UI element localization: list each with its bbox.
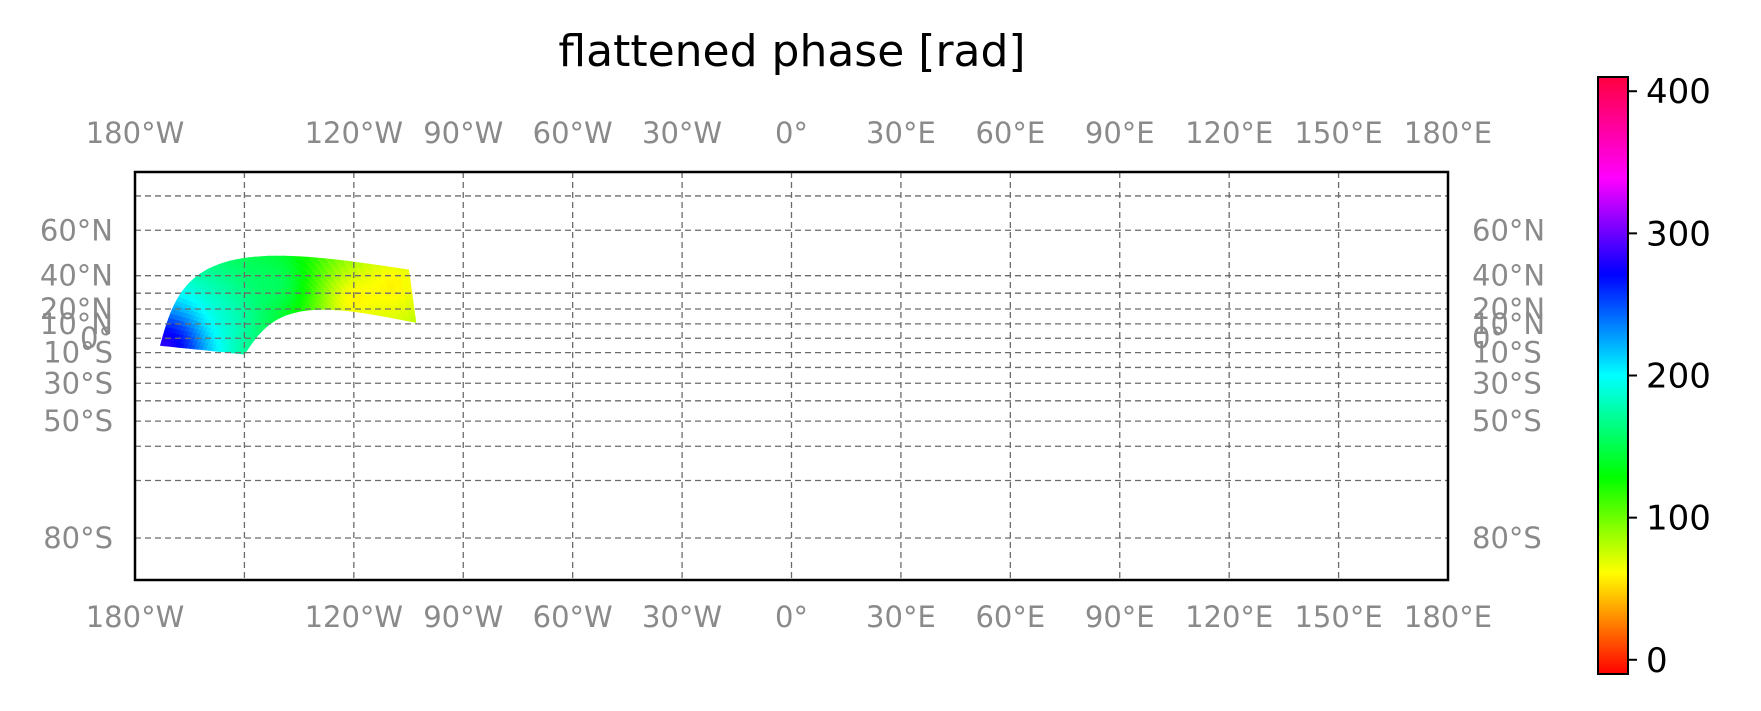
colorbar-tick-label: 400 [1646,72,1711,112]
longitude-label: 150°E [1294,116,1382,150]
longitude-label: 30°W [642,116,722,150]
colorbar-ticks: 0 100 200 300 400 [1628,72,1711,681]
longitude-label: 30°E [866,116,936,150]
phase-data-layer [159,255,417,355]
latitude-label: 0° [1472,321,1505,355]
latitude-label: 80°S [1472,521,1542,555]
longitude-label: 180°W [86,600,185,634]
latitude-label: 50°S [1472,404,1542,438]
colorbar-tick-label: 100 [1646,499,1711,539]
longitude-label: 120°E [1185,116,1273,150]
longitude-label: 180°W [86,116,185,150]
latitude-label: 10°N [40,307,113,341]
longitude-label: 90°W [423,600,503,634]
graticule [135,172,1448,580]
latitude-label: 20°N [40,292,113,326]
latitude-label: 30°S [1472,366,1542,400]
longitude-label: 120°E [1185,600,1273,634]
latitude-labels-left: 60°N 40°N20°N10°N0°10°S30°S 50°S 80°S [40,213,113,555]
longitude-label: 60°W [533,600,613,634]
phase-cell [409,318,417,323]
longitude-label: 90°E [1085,600,1155,634]
latitude-label: 20°N [1472,292,1545,326]
longitude-label: 60°E [975,116,1045,150]
latitude-label: 40°N [40,259,113,293]
longitude-label: 150°E [1294,600,1382,634]
longitude-label: 60°W [533,116,613,150]
latitude-label: 10°N [1472,307,1545,341]
longitude-label: 0° [775,600,808,634]
latitude-label: 30°S [43,366,113,400]
colorbar-tick-label: 0 [1646,641,1668,681]
longitude-label: 0° [775,116,808,150]
longitude-label: 180°E [1404,600,1492,634]
latitude-labels-right: 60°N 40°N20°N10°N0°10°S30°S 50°S 80°S [1472,213,1545,555]
longitude-label: 90°W [423,116,503,150]
colorbar-tick-label: 300 [1646,214,1711,254]
longitude-label: 60°E [975,600,1045,634]
longitude-labels-bottom: 180°W 120°W 90°W 60°W 30°W 0° 30°E 60°E 90°E 120°… [86,600,1492,634]
longitude-label: 30°E [866,600,936,634]
longitude-label: 30°W [642,600,722,634]
latitude-label: 50°S [43,404,113,438]
longitude-label: 120°W [305,116,404,150]
colorbar: 0 100 200 300 400 [1597,72,1711,681]
colorbar-tick-label: 200 [1646,357,1711,397]
latitude-label: 60°N [40,213,113,247]
map-frame [133,170,1450,582]
longitude-labels-top: 180°W 120°W 90°W 60°W 30°W 0° 30°E 60°E 90°E 120°… [86,116,1492,150]
latitude-label: 10°S [1472,336,1542,370]
latitude-label: 60°N [1472,213,1545,247]
chart-title: flattened phase [rad] [558,26,1025,77]
latitude-label: 40°N [1472,259,1545,293]
longitude-label: 120°W [305,600,404,634]
colorbar-gradient [1597,76,1629,675]
latitude-label: 0° [80,321,113,355]
latitude-label: 10°S [43,336,113,370]
latitude-label: 80°S [43,521,113,555]
longitude-label: 90°E [1085,116,1155,150]
longitude-label: 180°E [1404,116,1492,150]
